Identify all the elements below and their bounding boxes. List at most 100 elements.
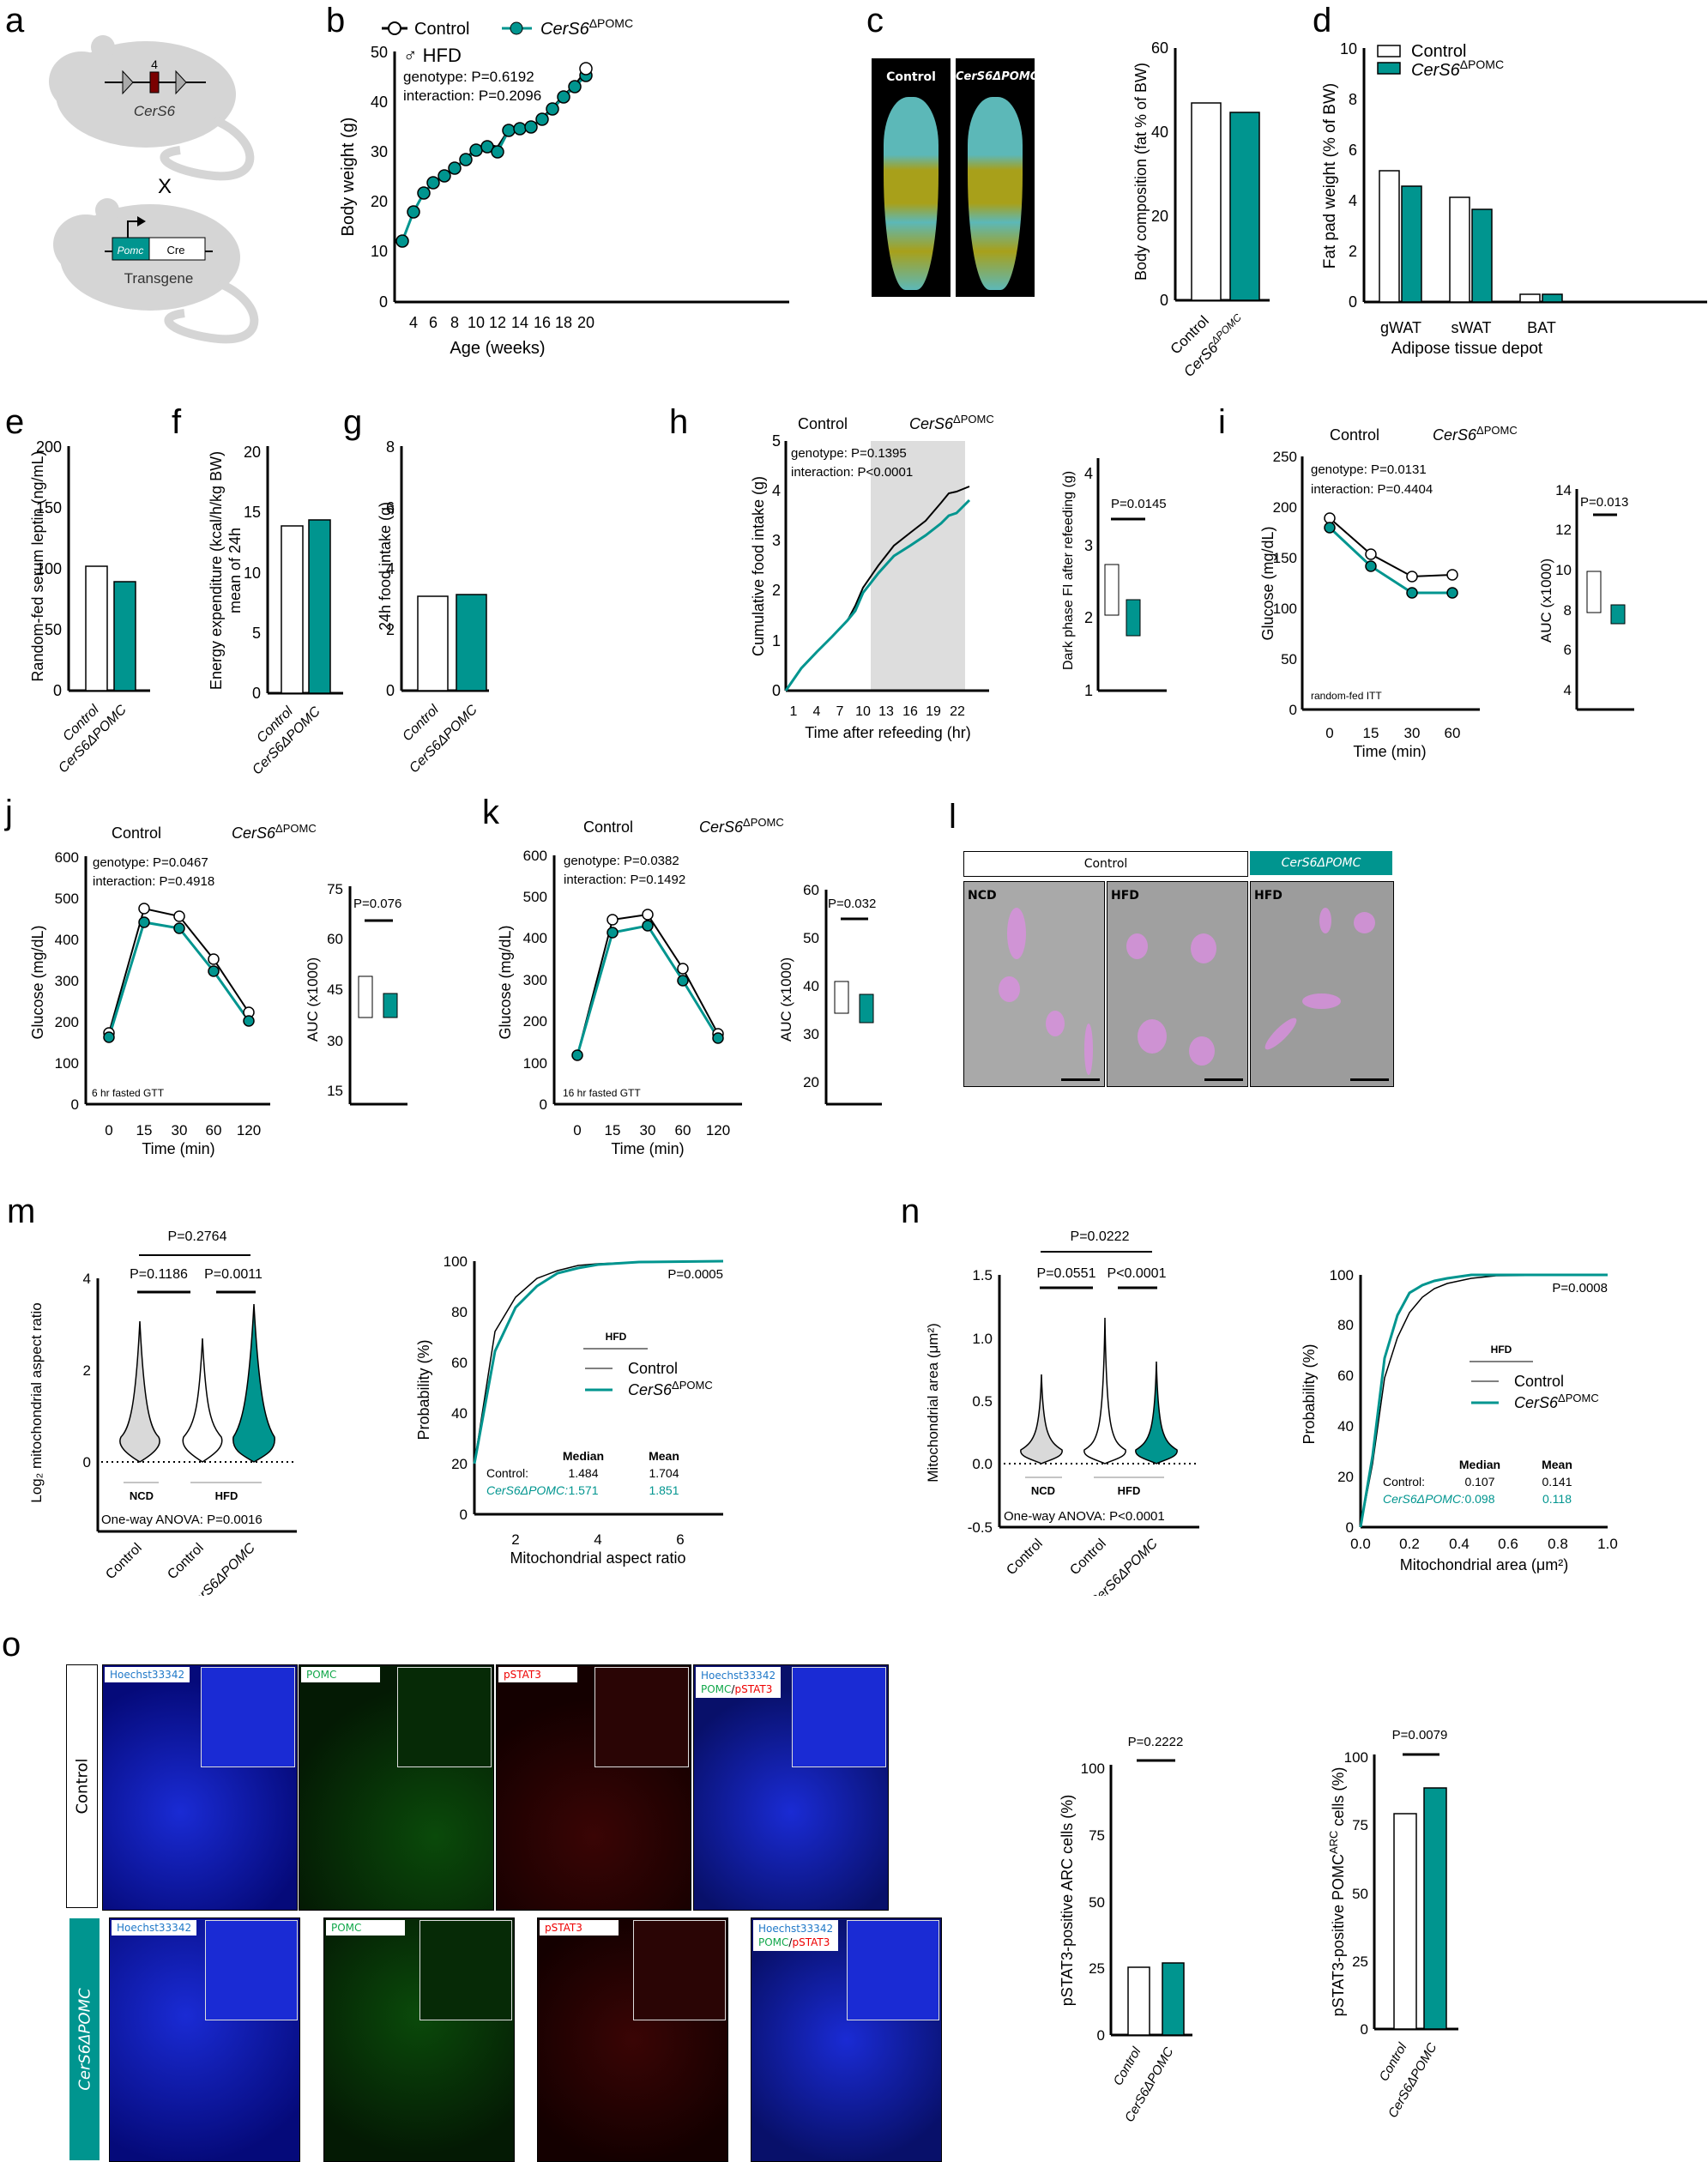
exon-number: 4 <box>151 57 158 71</box>
svg-text:10: 10 <box>855 704 871 719</box>
svg-text:genotype: P=0.0131: genotype: P=0.0131 <box>1311 462 1427 477</box>
svg-text:AUC (x1000): AUC (x1000) <box>305 957 321 1042</box>
svg-text:Control: Control <box>414 20 469 39</box>
svg-text:100: 100 <box>1330 1267 1354 1283</box>
svg-text:400: 400 <box>523 930 547 946</box>
header-control: Control <box>963 851 1248 877</box>
svg-text:4: 4 <box>594 1531 601 1548</box>
svg-text:300: 300 <box>55 973 79 989</box>
svg-text:Glucose (mg/dL): Glucose (mg/dL) <box>1259 526 1276 640</box>
panel-d: d Control CerS6ΔPOMC 0 2 4 6 8 10 gWAT sWAT BAT… <box>1313 0 1708 369</box>
svg-text:75: 75 <box>1352 1817 1368 1833</box>
svg-text:Mitochondrial area (μm²): Mitochondrial area (μm²) <box>925 1323 941 1483</box>
svg-text:interaction: P<0.0001: interaction: P<0.0001 <box>791 465 913 480</box>
svg-text:Time after refeeding (hr): Time after refeeding (hr) <box>805 724 970 741</box>
panel-label: k <box>482 794 499 831</box>
svg-text:HFD: HFD <box>1118 1484 1141 1497</box>
svg-text:60: 60 <box>206 1122 222 1138</box>
svg-text:Control: Control <box>1514 1373 1564 1390</box>
svg-text:5: 5 <box>772 432 781 450</box>
svg-text:0: 0 <box>460 1507 468 1523</box>
svg-text:500: 500 <box>523 889 547 905</box>
svg-text:interaction: P=0.1492: interaction: P=0.1492 <box>564 873 685 887</box>
svg-text:Control: Control <box>1111 2044 1144 2088</box>
svg-text:0: 0 <box>252 685 261 702</box>
stat-genotype: genotype: P=0.6192 <box>403 69 534 85</box>
mouse-silhouette-icon <box>49 35 255 181</box>
if-image-pomc-control: POMC <box>299 1664 494 1911</box>
pstat3-charts: 0 25 50 75 100 P=0.2222 pSTAT3-positive ARC … <box>1059 1728 1458 2125</box>
svg-text:Time (min): Time (min) <box>142 1140 214 1157</box>
svg-text:0.098: 0.098 <box>1464 1492 1494 1506</box>
svg-text:4: 4 <box>83 1271 91 1287</box>
svg-text:19: 19 <box>926 704 941 719</box>
svg-text:20: 20 <box>1337 1469 1354 1485</box>
svg-text:10: 10 <box>371 243 388 260</box>
svg-text:0: 0 <box>53 682 62 699</box>
svg-text:15: 15 <box>1363 725 1379 741</box>
svg-text:1: 1 <box>790 704 798 719</box>
svg-text:Control: Control <box>103 1541 144 1582</box>
header-cers6: CerS6ΔPOMC <box>1250 851 1392 875</box>
svg-text:0: 0 <box>772 682 781 699</box>
mouse-silhouette-icon <box>53 198 259 344</box>
svg-text:60: 60 <box>327 931 343 947</box>
svg-text:100: 100 <box>1344 1749 1368 1766</box>
svg-text:20: 20 <box>451 1456 468 1472</box>
svg-text:60: 60 <box>1151 39 1168 57</box>
svg-text:0.141: 0.141 <box>1542 1475 1572 1489</box>
svg-text:0: 0 <box>379 293 388 311</box>
svg-text:Control: Control <box>1067 1537 1108 1578</box>
svg-text:100: 100 <box>1273 601 1297 617</box>
svg-text:7: 7 <box>836 704 844 719</box>
svg-text:500: 500 <box>55 891 79 907</box>
svg-text:0: 0 <box>1289 702 1297 718</box>
svg-text:75: 75 <box>1089 1827 1105 1844</box>
if-image-hoechst-cers6: Hoechst33342 <box>109 1917 300 2162</box>
svg-text:50: 50 <box>803 930 819 946</box>
svg-text:-0.5: -0.5 <box>968 1519 993 1536</box>
svg-text:20: 20 <box>244 444 261 461</box>
svg-text:8: 8 <box>1349 91 1357 108</box>
svg-text:Glucose (mg/dL): Glucose (mg/dL) <box>497 925 514 1039</box>
svg-text:50: 50 <box>1352 1886 1368 1902</box>
svg-text:P=0.0011: P=0.0011 <box>204 1267 263 1282</box>
svg-text:Median: Median <box>1459 1458 1500 1471</box>
svg-text:400: 400 <box>55 932 79 948</box>
svg-text:0: 0 <box>540 1096 547 1113</box>
svg-text:genotype: P=0.0467: genotype: P=0.0467 <box>93 855 208 870</box>
svg-text:6: 6 <box>1564 642 1572 658</box>
if-image-pomc-cers6: POMC <box>323 1917 515 2162</box>
svg-text:CerS6ΔPOMC: CerS6ΔPOMC <box>1411 57 1504 80</box>
svg-text:60: 60 <box>1337 1368 1354 1384</box>
svg-text:2: 2 <box>386 621 395 638</box>
svg-text:4: 4 <box>409 314 418 331</box>
fat-pad-chart: Control CerS6ΔPOMC 0 2 4 6 8 10 gWAT sWAT BAT A… <box>1321 40 1707 358</box>
if-image-hoechst-control: Hoechst33342 <box>102 1664 298 1911</box>
pomc-label: Pomc <box>118 245 144 257</box>
svg-text:1.851: 1.851 <box>649 1483 679 1497</box>
svg-text:60: 60 <box>803 882 819 898</box>
mito-area-charts: P=0.0222 P=0.0551 P<0.0001 -0.5 0.0 0.5 1.0… <box>925 1229 1618 1609</box>
panel-label: m <box>7 1193 36 1230</box>
svg-text:Control:: Control: <box>486 1466 528 1480</box>
svg-text:genotype: P=0.1395: genotype: P=0.1395 <box>791 446 907 461</box>
svg-text:P=0.0005: P=0.0005 <box>667 1267 723 1282</box>
panel-i: i Control CerS6ΔPOMC 0 50 100 150 200 250 0 15… <box>1218 403 1708 781</box>
svg-text:P=0.2222: P=0.2222 <box>1128 1735 1184 1749</box>
itt-chart: Control CerS6ΔPOMC 0 50 100 150 200 250 0 15 30… <box>1259 424 1634 760</box>
panel-c: c Control CerS6ΔPOMC 0 20 40 60 Body compos… <box>858 0 1270 377</box>
svg-text:300: 300 <box>523 972 547 988</box>
svg-text:Mitochondrial aspect ratio: Mitochondrial aspect ratio <box>510 1549 685 1567</box>
panel-n: n P=0.0222 P=0.0551 P<0.0001 -0.5 0.0 0.5 1… <box>858 1193 1708 1609</box>
svg-text:3: 3 <box>1084 537 1093 554</box>
leptin-chart: 0 50 100 150 200 Random-fed serum leptin (ng… <box>29 438 150 776</box>
svg-text:Control: Control <box>112 824 161 842</box>
svg-text:8: 8 <box>386 438 395 456</box>
svg-text:Control: Control <box>583 818 633 836</box>
svg-text:4: 4 <box>813 704 821 719</box>
svg-text:4: 4 <box>1349 192 1357 209</box>
